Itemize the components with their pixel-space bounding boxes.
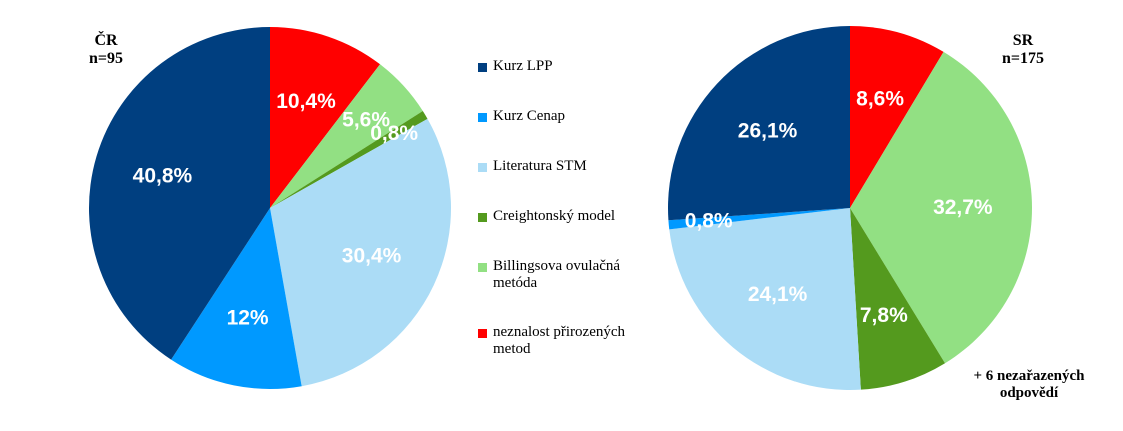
legend-swatch: [478, 329, 487, 338]
legend-label: Literatura STM: [493, 158, 587, 174]
pie-chart-cr: 10,4% 5,6%0,8% 30,4% 12% 40,8%: [88, 27, 452, 389]
chart-title-cr-text: ČR: [94, 32, 118, 49]
pie-slice-cr: [270, 27, 381, 208]
pie-slice-sr: [850, 26, 944, 208]
pie-slice-cr: [270, 64, 423, 208]
pie-slice-label-cr: 5,6%: [342, 108, 390, 131]
legend-swatch: [478, 113, 487, 122]
pie-slice-label-sr: 26,1%: [738, 119, 798, 142]
chart-title-cr: ČR n=95: [78, 32, 134, 68]
pie-slice-label-sr: 32,7%: [933, 196, 993, 219]
pie-slice-label-cr: 30,4%: [342, 244, 402, 267]
pie-chart-sr: 8,6% 32,7% 7,8% 24,1% 0,8% 26,1%: [668, 26, 1032, 390]
legend-label: neznalost přirozených metod: [493, 324, 626, 357]
pie-slice-sr: [668, 208, 850, 230]
chart-note-sr: + 6 nezařazených odpovědí: [946, 368, 1112, 402]
pie-slice-label-sr: 7,8%: [860, 304, 908, 327]
pie-slice-label-sr: 0,8%: [685, 210, 733, 233]
pie-slice-cr: [171, 208, 302, 389]
chart-subtitle-cr-text: n=95: [88, 50, 123, 67]
legend-swatch: [478, 263, 487, 272]
legend-label: Kurz Cenap: [493, 108, 566, 124]
chart-title-sr: SR n=175: [990, 32, 1056, 68]
pie-slice-cr: [270, 111, 428, 208]
pie-slice-label-cr: 10,4%: [276, 90, 336, 113]
legend-swatch: [478, 163, 487, 172]
pie-slice-cr: [88, 27, 270, 360]
pie-slice-label-cr: 40,8%: [133, 165, 193, 188]
legend-label: Creightonský model: [493, 208, 616, 224]
legend-label: Kurz LPP: [493, 58, 553, 74]
pie-slice-label-cr: 0,8%: [370, 122, 418, 145]
pie-slice-label-cr: 12%: [227, 306, 269, 329]
pie-slice-sr: [850, 208, 946, 390]
chart-note-sr-text: + 6 nezařazených odpovědí: [973, 368, 1085, 401]
chart-subtitle-sr-text: n=175: [1001, 50, 1044, 67]
pie-slice-sr: [669, 208, 861, 390]
legend-swatch: [478, 213, 487, 222]
legend-swatch: [478, 63, 487, 72]
pie-slice-label-sr: 24,1%: [748, 283, 808, 306]
pie-slice-label-sr: 8,6%: [856, 88, 904, 111]
pie-slice-cr: [270, 118, 452, 387]
pie-slice-sr: [850, 51, 1032, 364]
pie-slice-sr: [668, 26, 850, 221]
legend-label: Billingsova ovulačná metóda: [493, 258, 621, 291]
chart-title-sr-text: SR: [1012, 32, 1034, 49]
